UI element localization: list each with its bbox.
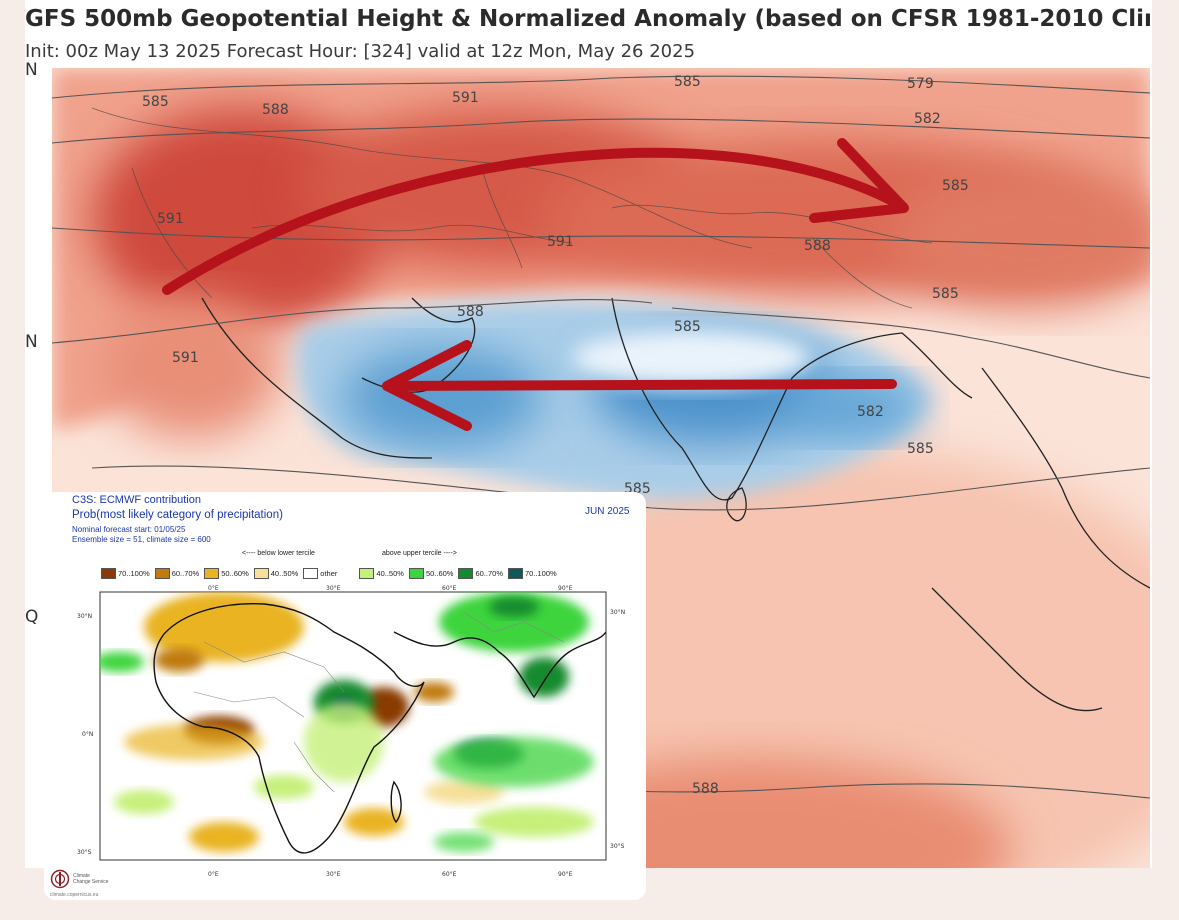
legend-item: 60..70%	[154, 568, 200, 579]
legend-swatch	[408, 568, 424, 579]
contour-label: 585	[942, 178, 969, 194]
latitude-label: N	[25, 332, 38, 352]
y-axis-tick-right: 30°S	[610, 843, 625, 850]
logo-url: climate.copernicus.eu	[50, 892, 99, 898]
westward-arrow	[382, 379, 897, 391]
y-axis-tick-right: 30°N	[610, 609, 625, 616]
contour-label: 591	[452, 90, 479, 106]
x-axis-tick-top: 30°E	[326, 585, 341, 592]
x-axis-tick-top: 0°E	[208, 585, 219, 592]
contour-label: 591	[547, 234, 574, 250]
latitude-label: N	[25, 60, 38, 80]
map-subtitle: Init: 00z May 13 2025 Forecast Hour: [32…	[25, 41, 696, 62]
geopotential-anomaly-map: 585 588 591 591 585 579 582 585 591 588 …	[52, 68, 1150, 868]
legend-item: 50..60%	[204, 568, 249, 579]
legend-swatch	[253, 568, 269, 579]
legend-label: 50..60%	[221, 569, 249, 578]
x-axis-tick-bottom: 0°E	[208, 871, 219, 878]
legend-swatch	[204, 568, 220, 579]
y-axis-tick-left: 30°S	[77, 849, 92, 856]
contour-label: 588	[692, 781, 719, 797]
contour-label: 582	[857, 404, 884, 420]
contour-label: 585	[907, 441, 934, 457]
contour-label: 591	[157, 211, 184, 227]
legend-item: 40..50%	[359, 568, 404, 579]
precipitation-forecast-inset: 0°E 30°E 60°E 90°E 0°E 30°E 60°E 90°E 30…	[44, 492, 646, 900]
legend-item: 70..100%	[101, 568, 150, 579]
contour-label: 585	[142, 94, 169, 110]
precipitation-legend: 70..100% 60..70% 50..60% 40..50% other 40..50…	[101, 568, 562, 579]
contour-label: 585	[674, 74, 701, 90]
legend-swatch	[458, 568, 474, 579]
ensemble-size-label: Ensemble size = 51, climate size = 600	[72, 535, 211, 544]
x-axis-tick-bottom: 30°E	[326, 871, 341, 878]
x-axis-tick-bottom: 90°E	[558, 871, 573, 878]
x-axis-tick-top: 90°E	[558, 585, 573, 592]
legend-swatch	[154, 568, 170, 579]
eastward-arrow	[162, 147, 907, 295]
copernicus-logo-icon	[50, 869, 70, 889]
legend-item: 40..50%	[253, 568, 299, 579]
legend-label: 60..70%	[475, 569, 503, 578]
below-tercile-caption: <---- below lower tercile	[242, 550, 315, 557]
logo-text: Climate Change Service	[73, 873, 109, 885]
forecast-month: JUN 2025	[585, 506, 630, 517]
contour-label: 582	[914, 111, 941, 127]
map-title: GFS 500mb Geopotential Height & Normaliz…	[25, 6, 1150, 32]
contour-label: 588	[262, 102, 289, 118]
above-tercile-caption: above upper tercile ---->	[382, 550, 457, 557]
legend-swatch	[359, 568, 375, 579]
legend-label: 60..70%	[171, 569, 200, 578]
legend-swatch	[303, 568, 319, 579]
forecast-start-label: Nominal forecast start: 01/05/25	[72, 525, 186, 534]
contour-label: 588	[457, 304, 484, 320]
legend-label: 50..60%	[425, 569, 454, 578]
legend-label: 70..100%	[118, 569, 150, 578]
legend-label: 40..50%	[376, 569, 404, 578]
legend-swatch	[508, 568, 523, 579]
contour-label: 588	[804, 238, 831, 254]
x-axis-tick-top: 60°E	[442, 585, 457, 592]
legend-swatch	[101, 568, 116, 579]
legend-label: 40..50%	[270, 569, 299, 578]
y-axis-tick-left: 0°N	[82, 731, 93, 738]
legend-label: 70..100%	[525, 569, 557, 578]
legend-item: other	[303, 568, 337, 579]
x-axis-tick-bottom: 60°E	[442, 871, 457, 878]
contour-label: 585	[674, 319, 701, 335]
legend-label: other	[320, 569, 338, 578]
contour-label: 591	[172, 350, 199, 366]
westward-arrowhead	[382, 340, 472, 431]
inset-title: C3S: ECMWF contribution	[72, 494, 201, 506]
contour-label: 579	[907, 76, 934, 92]
legend-item: 70..100%	[508, 568, 557, 579]
precipitation-tercile-map: 0°E 30°E 60°E 90°E 0°E 30°E 60°E 90°E 30…	[77, 585, 625, 878]
latitude-label: Q	[25, 607, 39, 627]
y-axis-tick-left: 30°N	[77, 613, 92, 620]
eastward-arrowhead	[809, 138, 909, 223]
legend-item: 50..60%	[408, 568, 454, 579]
inset-subtitle: Prob(most likely category of precipitati…	[72, 509, 283, 521]
legend-item: 60..70%	[458, 568, 503, 579]
contour-label: 585	[932, 286, 959, 302]
